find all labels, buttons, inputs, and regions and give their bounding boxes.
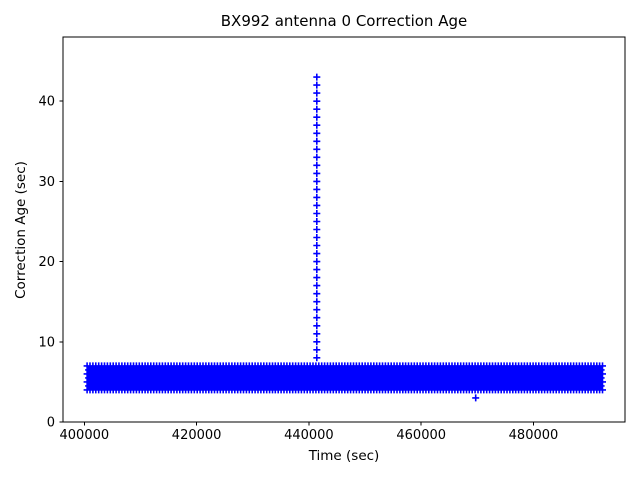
y-tick-label: 20 (38, 255, 55, 270)
x-tick-label: 480000 (509, 428, 559, 443)
x-tick-label: 400000 (60, 428, 110, 443)
x-axis-label: Time (sec) (308, 448, 380, 464)
isolated-low-point (472, 394, 480, 402)
x-tick-label: 420000 (172, 428, 222, 443)
x-tick-label: 460000 (396, 428, 446, 443)
y-tick-label: 0 (47, 416, 55, 431)
y-tick-label: 30 (38, 175, 55, 190)
y-tick-label: 10 (38, 335, 55, 350)
y-axis-label: Correction Age (sec) (13, 161, 29, 299)
chart-title: BX992 antenna 0 Correction Age (220, 12, 468, 30)
y-tick-label: 40 (38, 95, 55, 110)
plot-frame (62, 36, 626, 423)
x-tick-label: 440000 (284, 428, 334, 443)
correction-outage-spike (313, 73, 321, 362)
dense-correction-age-band (83, 362, 606, 394)
